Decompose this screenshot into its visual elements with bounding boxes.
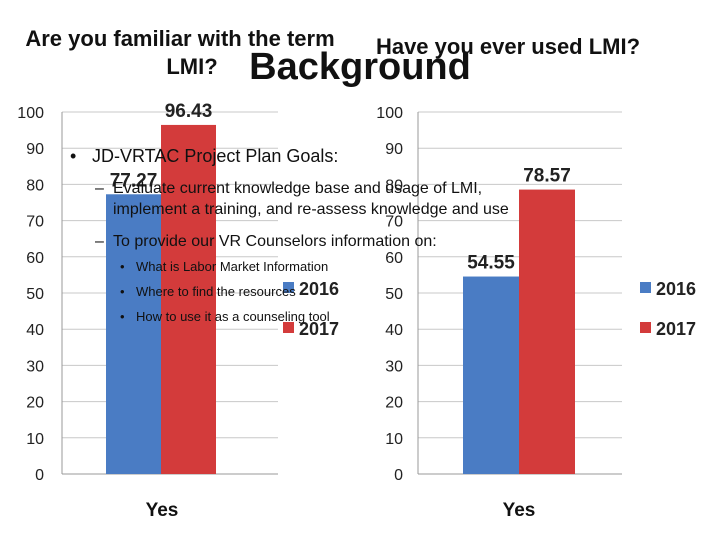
detail-bullet-marker: • — [120, 309, 125, 324]
chart-ever-used-lmi: Have you ever used LMI? 0 10 20 30 40 50 60 70 80… — [376, 34, 696, 521]
y-tick-label: 100 — [17, 105, 44, 122]
chart-title-line: Are you familiar with the term — [25, 26, 334, 51]
legend-swatch-2017 — [283, 322, 294, 333]
bar-2016 — [106, 194, 161, 474]
detail-bullet-1: • What is Labor Market Information — [120, 259, 328, 274]
sub-bullet-marker: – — [95, 180, 104, 197]
y-tick-label: 80 — [26, 177, 44, 194]
detail-bullet-2: • Where to find the resources — [120, 284, 296, 299]
legend-swatch-2016 — [640, 282, 651, 293]
sub-bullet-evaluate-line1: Evaluate current knowledge base and usag… — [113, 180, 483, 197]
legend-swatch-2016 — [283, 282, 294, 293]
data-label: 54.55 — [467, 253, 515, 274]
y-tick-label: 30 — [385, 358, 403, 375]
y-tick-label: 70 — [26, 214, 44, 231]
bar-2016 — [463, 276, 519, 474]
y-tick-label: 50 — [26, 286, 44, 303]
slide-title: Background — [249, 46, 471, 88]
legend-label: 2016 — [299, 279, 339, 299]
category-label: Yes — [146, 500, 179, 521]
y-tick-label: 60 — [26, 250, 44, 267]
detail-bullet-marker: • — [120, 259, 125, 274]
y-tick-label: 40 — [26, 322, 44, 339]
detail-bullet-marker: • — [120, 284, 125, 299]
legend-label: 2017 — [299, 319, 339, 339]
sub-bullet-marker: – — [95, 233, 104, 250]
y-tick-label: 30 — [26, 358, 44, 375]
y-tick-label: 70 — [385, 214, 403, 231]
y-tick-label: 40 — [385, 322, 403, 339]
data-label: 78.57 — [523, 166, 571, 187]
chart-familiar-with-lmi: Are you familiar with the term LMI? 0 10 20 3… — [17, 26, 339, 521]
data-label: 77.27 — [110, 170, 158, 191]
legend-label: 2016 — [656, 279, 696, 299]
y-tick-label: 20 — [26, 395, 44, 412]
y-tick-label: 90 — [26, 141, 44, 158]
bar-2017 — [161, 124, 216, 474]
detail-bullet-1-text: What is Labor Market Information — [136, 259, 329, 274]
y-tick-label: 90 — [385, 141, 403, 158]
bullet-marker: • — [70, 146, 77, 166]
sub-bullet-provide-text: To provide our VR Counselors information… — [113, 233, 437, 250]
y-tick-label: 0 — [35, 467, 44, 484]
chart-title-line: LMI? — [166, 54, 217, 79]
data-label: 96.43 — [165, 101, 213, 122]
bullet-goals-text: JD-VRTAC Project Plan Goals: — [92, 146, 339, 166]
legend-swatch-2017 — [640, 322, 651, 333]
y-tick-label: 0 — [394, 467, 403, 484]
legend-label: 2017 — [656, 319, 696, 339]
sub-bullet-evaluate: – Evaluate current knowledge base and usa… — [95, 178, 509, 220]
detail-bullet-3: • How to use it as a counseling tool — [120, 309, 330, 324]
detail-bullet-2-text: Where to find the resources — [136, 284, 296, 299]
sub-bullet-provide: – To provide our VR Counselors informatio… — [95, 231, 437, 252]
y-tick-label: 50 — [385, 286, 403, 303]
y-tick-label: 10 — [26, 431, 44, 448]
chart-title-line: Have you ever used LMI? — [376, 34, 640, 59]
y-tick-label: 20 — [385, 395, 403, 412]
y-tick-label: 80 — [385, 177, 403, 194]
bullet-goals: • JD-VRTAC Project Plan Goals: — [70, 146, 338, 167]
y-tick-label: 100 — [376, 105, 403, 122]
category-label: Yes — [503, 500, 536, 521]
y-tick-label: 10 — [385, 431, 403, 448]
sub-bullet-evaluate-line2: implement a training, and re-assess know… — [113, 201, 509, 218]
bar-2017 — [519, 189, 575, 474]
detail-bullet-3-text: How to use it as a counseling tool — [136, 309, 330, 324]
y-tick-label: 60 — [385, 250, 403, 267]
